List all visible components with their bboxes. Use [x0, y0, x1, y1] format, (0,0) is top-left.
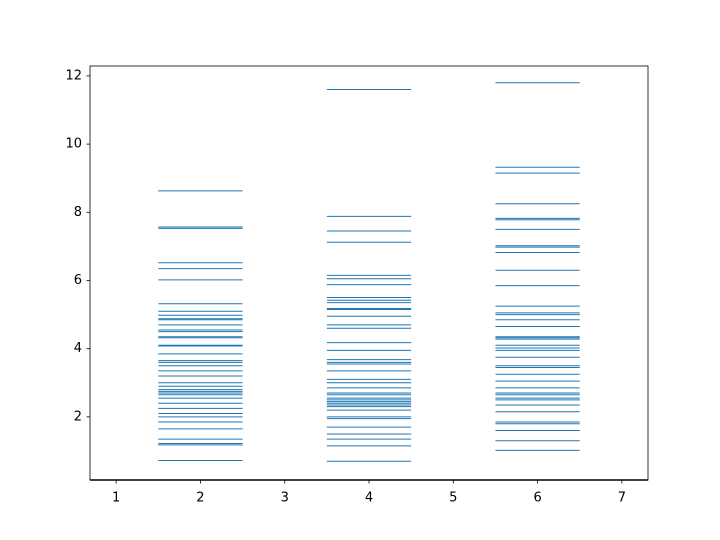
- x-tick-label: 2: [196, 491, 204, 506]
- y-tick-label: 10: [65, 137, 82, 152]
- y-tick-label: 12: [65, 68, 82, 83]
- x-tick-label: 5: [449, 491, 457, 506]
- y-tick-label: 8: [74, 205, 82, 220]
- x-tick-label: 1: [112, 491, 120, 506]
- x-tick-label: 6: [533, 491, 541, 506]
- y-tick-label: 6: [74, 273, 82, 288]
- x-tick-label: 3: [281, 491, 289, 506]
- y-tick-label: 2: [74, 409, 82, 424]
- y-tick-label: 4: [74, 341, 82, 356]
- x-tick-label: 7: [618, 491, 626, 506]
- x-tick-label: 4: [365, 491, 373, 506]
